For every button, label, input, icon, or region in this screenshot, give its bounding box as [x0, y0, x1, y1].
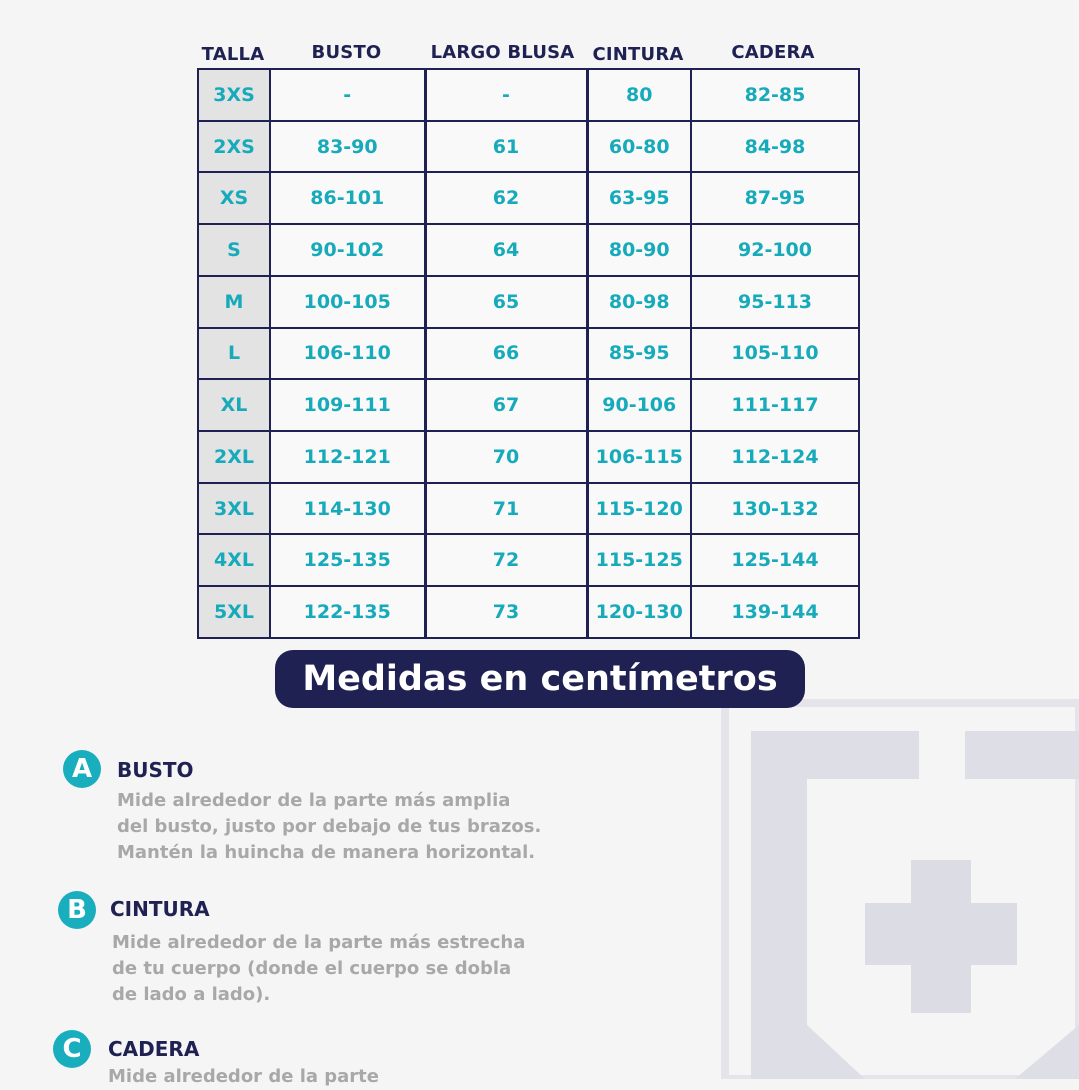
guide-line: de lado a lado). [112, 984, 271, 1005]
cell-talla: 5XL [197, 585, 271, 639]
cell-busto: 83-90 [269, 119, 427, 174]
cell-largo-blusa: 61 [424, 119, 589, 174]
table-row: 4XL 125-135 72 115-125 125-144 [197, 533, 860, 588]
cell-cintura: 80-90 [586, 223, 692, 277]
header-cintura: CINTURA [592, 44, 684, 65]
table-row: 5XL 122-135 73 120-130 139-144 [197, 585, 860, 639]
table-row: XS 86-101 62 63-95 87-95 [197, 171, 860, 226]
cell-largo-blusa: 71 [424, 481, 589, 536]
cell-busto: 106-110 [269, 326, 427, 381]
header-largo-blusa: LARGO BLUSA [430, 42, 575, 63]
table-row: L 106-110 66 85-95 105-110 [197, 326, 860, 381]
shield-cross-icon [721, 699, 1079, 1079]
cell-largo-blusa: 67 [424, 378, 589, 433]
guide-description: Mide alrededor de la parte más estrecha … [112, 930, 572, 1008]
cell-busto: 100-105 [269, 274, 427, 329]
cell-busto: 109-111 [269, 378, 427, 433]
cell-busto: 122-135 [269, 585, 427, 639]
badge-b: B [58, 891, 96, 929]
cell-cadera: 82-85 [690, 68, 860, 122]
table-row: 3XL 114-130 71 115-120 130-132 [197, 481, 860, 536]
guide-line: Mide alrededor de la parte más amplia [117, 790, 511, 811]
guide-description: Mide alrededor de la parte más amplia de… [117, 788, 577, 866]
cell-cadera: 87-95 [690, 171, 860, 226]
cell-cintura: 85-95 [586, 326, 692, 381]
cell-talla: 2XL [197, 430, 271, 484]
cell-talla: XS [197, 171, 271, 226]
cell-largo-blusa: - [424, 68, 589, 122]
guide-line: de tu cuerpo (donde el cuerpo se dobla [112, 958, 512, 979]
guide-line: Mide alrededor de la parte [108, 1066, 379, 1087]
table-row: 2XS 83-90 61 60-80 84-98 [197, 119, 860, 174]
cell-cadera: 112-124 [690, 430, 860, 484]
guide-description: Mide alrededor de la parte [108, 1064, 568, 1090]
cell-talla: 2XS [197, 119, 271, 174]
cell-talla: 4XL [197, 533, 271, 588]
badge-c: C [53, 1030, 91, 1068]
cell-talla: XL [197, 378, 271, 433]
table-row: 2XL 112-121 70 106-115 112-124 [197, 430, 860, 484]
cell-busto: 90-102 [269, 223, 427, 277]
cell-largo-blusa: 70 [424, 430, 589, 484]
cell-cintura: 80-98 [586, 274, 692, 329]
cell-busto: - [269, 68, 427, 122]
cell-cintura: 90-106 [586, 378, 692, 433]
cell-cadera: 105-110 [690, 326, 860, 381]
cell-cintura: 115-120 [586, 481, 692, 536]
cell-cadera: 139-144 [690, 585, 860, 639]
table-row: M 100-105 65 80-98 95-113 [197, 274, 860, 329]
guide-line: del busto, justo por debajo de tus brazo… [117, 816, 542, 837]
cell-busto: 125-135 [269, 533, 427, 588]
cell-talla: S [197, 223, 271, 277]
table-row: XL 109-111 67 90-106 111-117 [197, 378, 860, 433]
units-banner: Medidas en centímetros [275, 650, 805, 708]
cell-cadera: 130-132 [690, 481, 860, 536]
cell-busto: 86-101 [269, 171, 427, 226]
header-talla: TALLA [201, 44, 265, 65]
guide-line: Mantén la huincha de manera horizontal. [117, 842, 536, 863]
cell-largo-blusa: 72 [424, 533, 589, 588]
cell-largo-blusa: 73 [424, 585, 589, 639]
cell-cadera: 92-100 [690, 223, 860, 277]
cell-cadera: 111-117 [690, 378, 860, 433]
cell-cadera: 84-98 [690, 119, 860, 174]
guide-line: Mide alrededor de la parte más estrecha [112, 932, 526, 953]
guide-title: CADERA [108, 1037, 200, 1061]
cell-cadera: 95-113 [690, 274, 860, 329]
cell-largo-blusa: 62 [424, 171, 589, 226]
cell-largo-blusa: 64 [424, 223, 589, 277]
cell-cintura: 120-130 [586, 585, 692, 639]
cell-largo-blusa: 66 [424, 326, 589, 381]
cell-talla: 3XL [197, 481, 271, 536]
cell-talla: 3XS [197, 68, 271, 122]
header-busto: BUSTO [311, 42, 382, 63]
cell-largo-blusa: 65 [424, 274, 589, 329]
cell-busto: 114-130 [269, 481, 427, 536]
cell-talla: M [197, 274, 271, 329]
size-table: 3XS - -80 82-85 2XS 83-90 61 60-80 84-98 XS 86-101… [197, 68, 860, 639]
cell-cintura: 80 [586, 68, 692, 122]
table-row: S 90-102 64 80-90 92-100 [197, 223, 860, 277]
cell-cintura: 115-125 [586, 533, 692, 588]
guide-title: BUSTO [117, 758, 194, 782]
guide-title: CINTURA [110, 897, 210, 921]
table-row: 3XS - -80 82-85 [197, 68, 860, 122]
header-cadera: CADERA [731, 42, 815, 63]
cell-busto: 112-121 [269, 430, 427, 484]
cell-cintura: 63-95 [586, 171, 692, 226]
cell-cintura: 106-115 [586, 430, 692, 484]
cell-talla: L [197, 326, 271, 381]
badge-a: A [63, 750, 101, 788]
cell-cintura: 60-80 [586, 119, 692, 174]
cell-cadera: 125-144 [690, 533, 860, 588]
